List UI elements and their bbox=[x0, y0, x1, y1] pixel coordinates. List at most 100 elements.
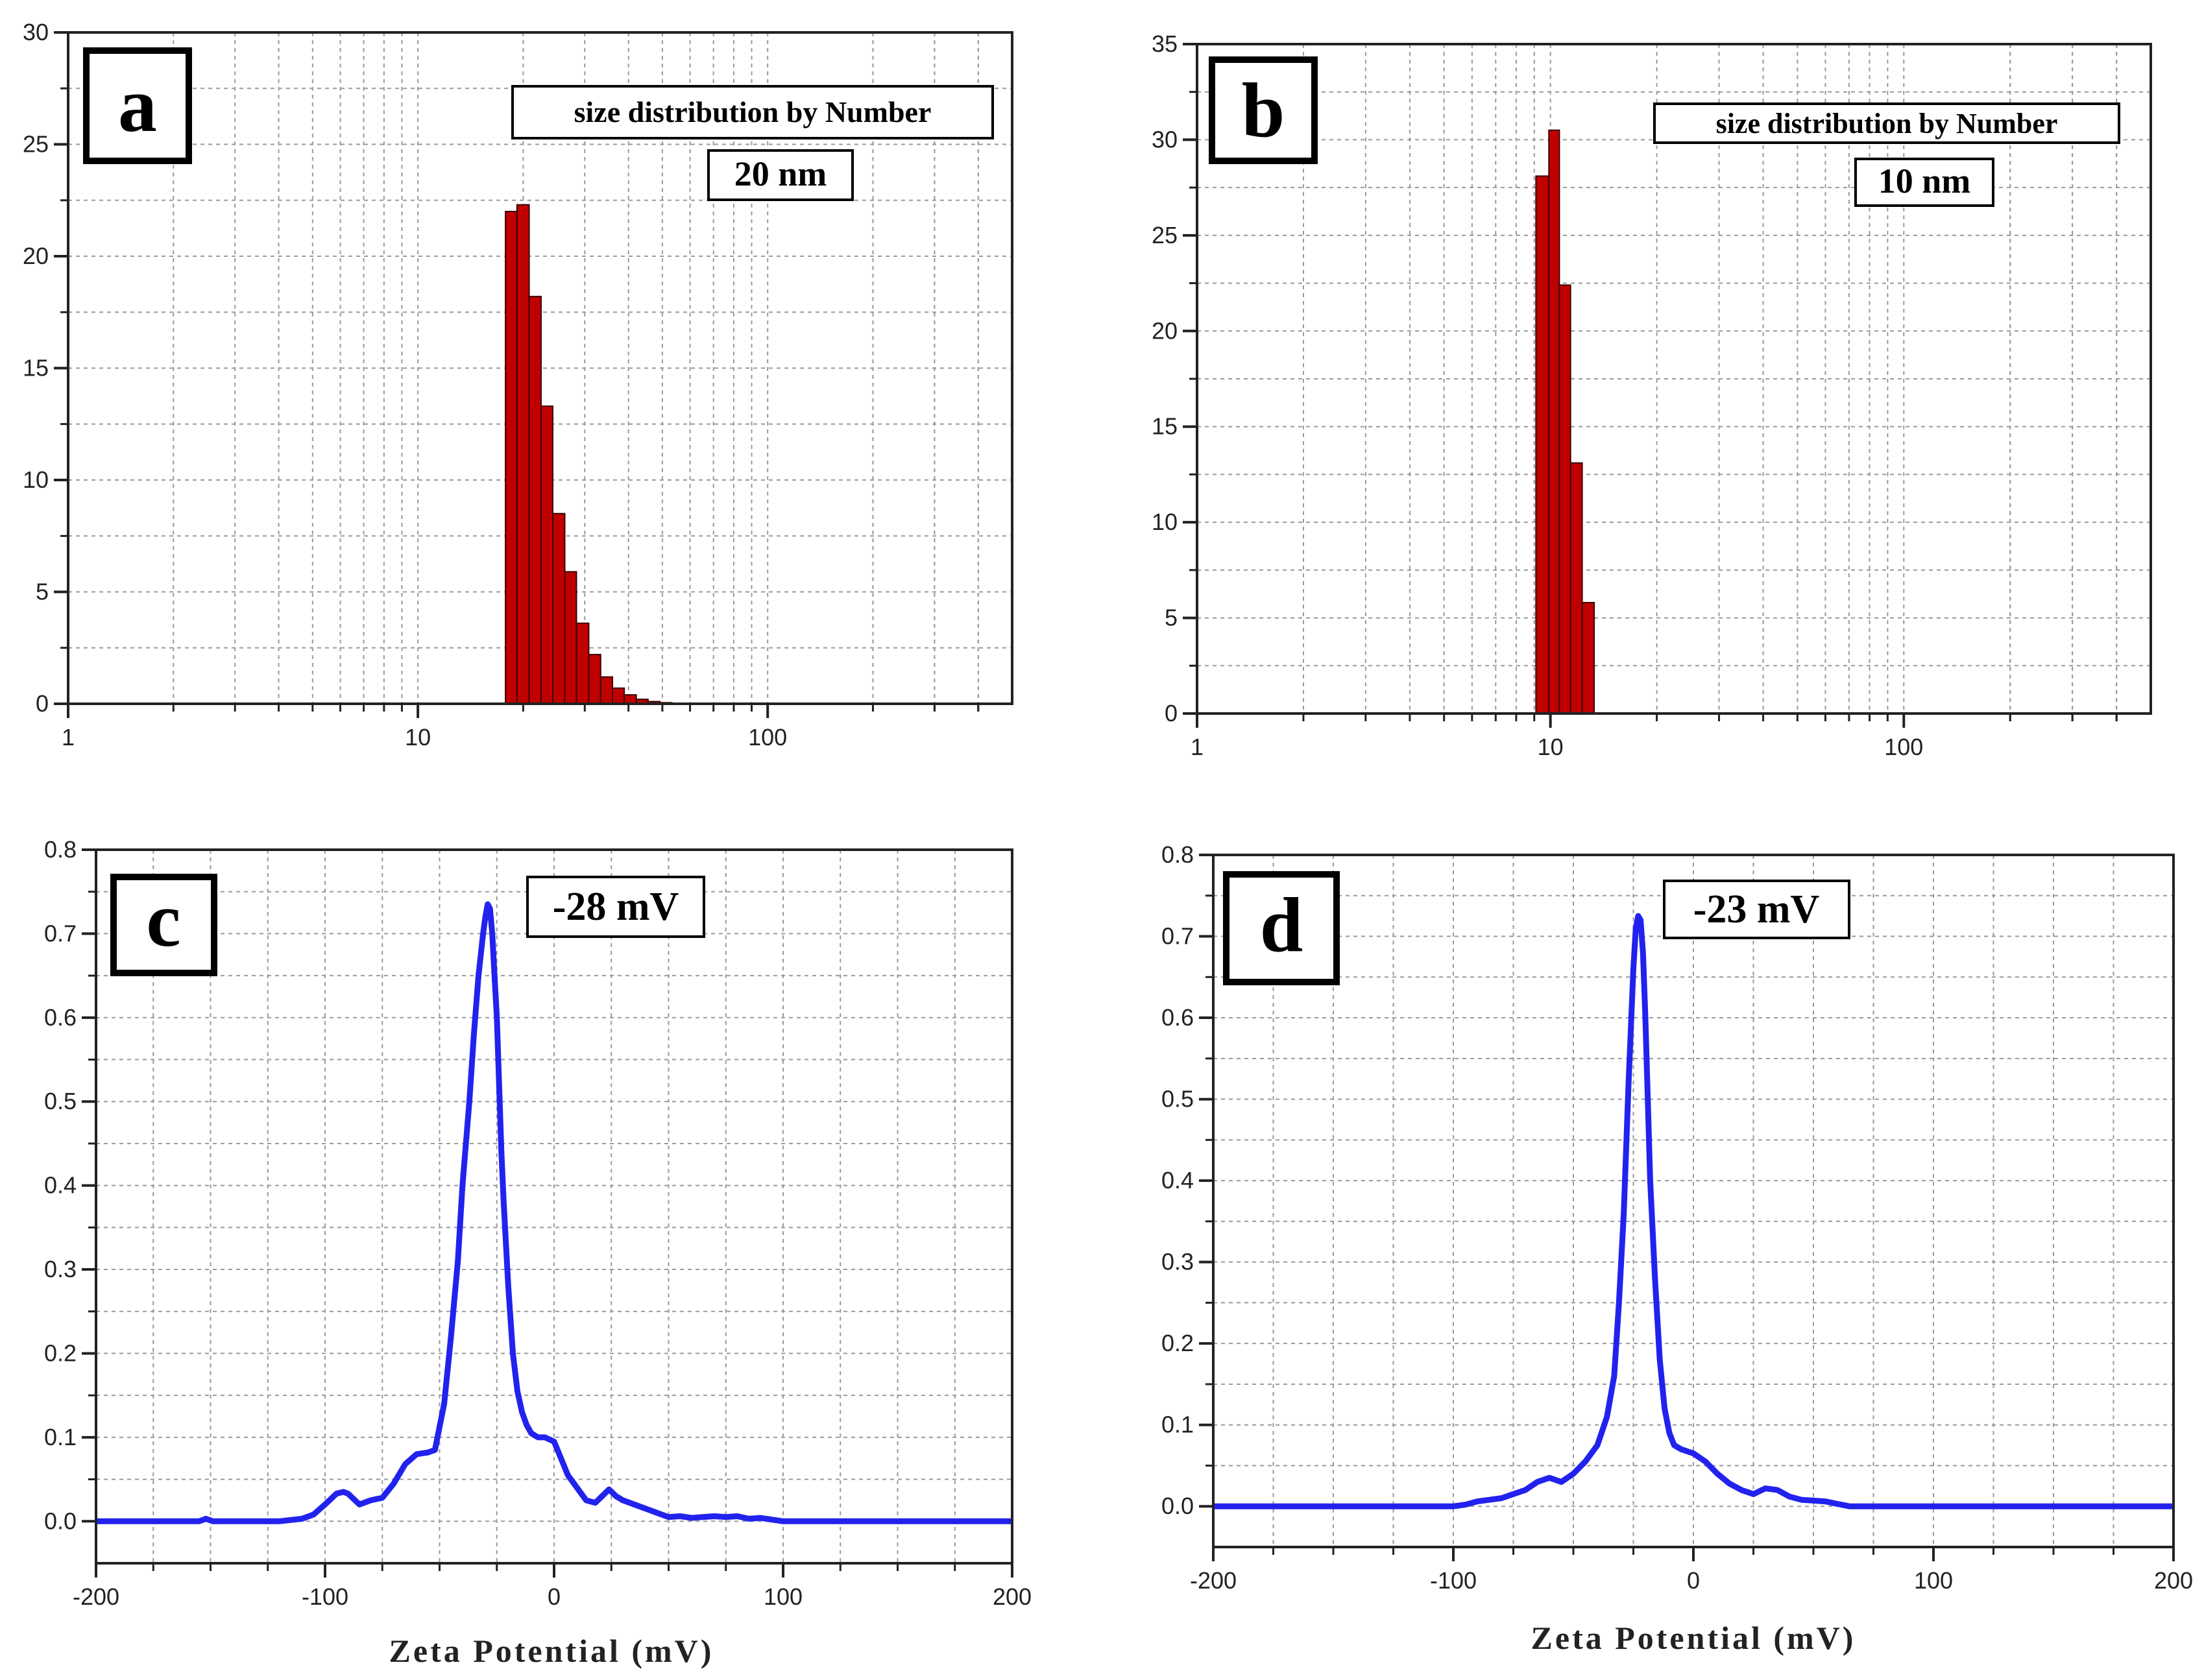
panel-d: -200 -100 0 100 200 0.0 0.1 0.2 0.3 0.4 0.5 0.6 0.7 0… bbox=[1161, 841, 2193, 1656]
panel-a-x-tick-label: 1 bbox=[62, 724, 75, 750]
panel-d-ticks: -200 -100 0 100 200 0.0 0.1 0.2 0.3 0.4 0.5 0.6 0.7 0… bbox=[1161, 841, 2193, 1594]
panel-a: 1 10 100 0 5 10 15 20 25 30 a size distribution b… bbox=[23, 19, 1013, 750]
panel-a-bar bbox=[599, 676, 613, 704]
panel-c-x-tick-label: -200 bbox=[73, 1583, 119, 1610]
panel-d-x-tick-label: 200 bbox=[2154, 1567, 2193, 1594]
panel-a-x-tick-label: 10 bbox=[405, 724, 431, 750]
panel-a-y-tick-label: 15 bbox=[23, 355, 49, 381]
panel-b-y-tick-label: 0 bbox=[1165, 700, 1178, 726]
panel-b-bar bbox=[1548, 129, 1560, 714]
panel-b-bar bbox=[1535, 175, 1550, 714]
panel-a-label: a bbox=[118, 62, 157, 148]
panel-c-y-tick-label: 0.4 bbox=[44, 1172, 77, 1199]
panel-d-y-tick-label: 0.7 bbox=[1161, 923, 1194, 950]
panel-b-y-tick-label: 35 bbox=[1152, 30, 1178, 57]
panel-a-bar bbox=[540, 405, 553, 705]
panel-d-annotation-text-1: -23 mV bbox=[1693, 887, 1820, 931]
panel-c-y-tick-label: 0.5 bbox=[44, 1088, 77, 1114]
panel-b-y-tick-label: 25 bbox=[1152, 222, 1178, 248]
panel-c-ticks: -200 -100 0 100 200 0.0 0.1 0.2 0.3 0.4 0.5 0.6 0.7 0… bbox=[44, 836, 1032, 1610]
panel-a-y-tick-label: 0 bbox=[36, 690, 49, 717]
panel-b-annotation-text-1: size distribution by Number bbox=[1716, 108, 2058, 139]
panel-d-x-tick-label: -100 bbox=[1430, 1567, 1477, 1594]
panel-a-annotation-2: 20 nm bbox=[707, 149, 854, 201]
panel-d-y-tick-label: 0.4 bbox=[1161, 1167, 1194, 1194]
panel-d-y-tick-label: 0.2 bbox=[1161, 1330, 1194, 1356]
panel-a-y-tick-label: 5 bbox=[36, 579, 49, 605]
panel-a-y-tick-label: 30 bbox=[23, 19, 49, 45]
panel-d-x-tick-label: 0 bbox=[1687, 1567, 1700, 1594]
panel-a-bar bbox=[588, 654, 601, 704]
panel-d-x-tick-label: 100 bbox=[1914, 1567, 1953, 1594]
panel-a-bar bbox=[575, 622, 590, 704]
panel-b: 1 10 100 0 5 10 15 20 25 30 35 b size distribution… bbox=[1152, 30, 2152, 760]
panel-a-bar bbox=[505, 211, 518, 704]
panel-d-y-tick-label: 0.6 bbox=[1161, 1004, 1194, 1031]
panel-c-y-tick-label: 0.2 bbox=[44, 1339, 77, 1366]
panel-c-plot-frame bbox=[95, 848, 1013, 1565]
panel-c: -200 -100 0 100 200 0.0 0.1 0.2 0.3 0.4 0.5 0.6 0.7 0… bbox=[44, 836, 1032, 1669]
panel-b-ticks: 1 10 100 0 5 10 15 20 25 30 35 bbox=[1152, 30, 2118, 760]
panel-a-annotation-text-2: 20 nm bbox=[734, 154, 827, 193]
panel-c-y-tick-label: 0.7 bbox=[44, 920, 77, 946]
panel-b-annotation-text-2: 10 nm bbox=[1878, 162, 1971, 200]
panel-a-bar bbox=[528, 296, 542, 705]
panel-b-grid bbox=[1197, 44, 2151, 714]
panel-a-bar bbox=[551, 512, 566, 704]
panel-b-y-tick-label: 30 bbox=[1152, 126, 1178, 152]
panel-d-y-tick-label: 0.5 bbox=[1161, 1086, 1194, 1112]
panel-c-curve bbox=[96, 901, 1012, 1524]
panel-b-label-box: b bbox=[1209, 56, 1318, 164]
panel-b-bar bbox=[1581, 601, 1595, 714]
panel-b-y-tick-label: 15 bbox=[1152, 413, 1178, 440]
panel-a-y-tick-label: 25 bbox=[23, 131, 49, 158]
panel-a-bar bbox=[624, 694, 637, 704]
panel-d-grid bbox=[1213, 855, 2174, 1547]
panel-d-label-box: d bbox=[1223, 871, 1340, 985]
panel-a-label-box: a bbox=[83, 47, 192, 164]
panel-d-label: d bbox=[1260, 882, 1303, 968]
panel-c-x-tick-label: -100 bbox=[302, 1583, 348, 1610]
panel-c-y-tick-label: 0.1 bbox=[44, 1424, 77, 1450]
panel-c-y-tick-label: 0.0 bbox=[44, 1507, 77, 1534]
panel-b-y-tick-label: 20 bbox=[1152, 317, 1178, 344]
panel-b-x-tick-label: 100 bbox=[1884, 734, 1923, 760]
panel-b-x-tick-label: 1 bbox=[1191, 734, 1204, 760]
panel-b-y-tick-label: 10 bbox=[1152, 509, 1178, 535]
panel-b-bar bbox=[1558, 284, 1571, 714]
panel-a-ticks: 1 10 100 0 5 10 15 20 25 30 bbox=[23, 19, 980, 750]
panel-b-bars bbox=[1535, 129, 1595, 714]
panel-d-y-tick-label: 0.1 bbox=[1161, 1411, 1194, 1438]
panel-c-x-tick-label: 0 bbox=[548, 1583, 561, 1610]
panel-a-y-tick-label: 10 bbox=[23, 466, 49, 493]
panel-a-x-tick-label: 100 bbox=[748, 724, 787, 750]
panel-b-label: b bbox=[1242, 67, 1285, 153]
panel-d-y-tick-label: 0.3 bbox=[1161, 1249, 1194, 1275]
panel-c-annotation-text-1: -28 mV bbox=[553, 885, 679, 929]
panel-a-grid bbox=[68, 32, 1012, 704]
panel-c-y-tick-label: 0.6 bbox=[44, 1004, 77, 1031]
panel-a-bar bbox=[564, 571, 577, 705]
panel-c-x-axis-title: Zeta Potential (mV) bbox=[389, 1633, 714, 1669]
panel-d-y-tick-label: 0.8 bbox=[1161, 841, 1194, 868]
panel-d-annotation-1: -23 mV bbox=[1663, 880, 1850, 939]
panel-a-annotation-1: size distribution by Number bbox=[511, 85, 994, 139]
panel-a-bar bbox=[516, 204, 530, 704]
panel-c-grid bbox=[96, 850, 1012, 1563]
panel-d-curve bbox=[1213, 913, 2174, 1509]
panel-b-y-tick-label: 5 bbox=[1165, 605, 1178, 631]
panel-c-annotation-1: -28 mV bbox=[526, 876, 705, 938]
panel-c-label: c bbox=[146, 876, 180, 963]
panel-c-series-line bbox=[96, 901, 1012, 1524]
panel-d-series-line bbox=[1213, 913, 2174, 1509]
panel-c-label-box: c bbox=[110, 874, 217, 976]
panel-b-annotation-1: size distribution by Number bbox=[1653, 102, 2120, 144]
panel-a-y-tick-label: 20 bbox=[23, 243, 49, 269]
panel-c-x-tick-label: 100 bbox=[764, 1583, 803, 1610]
panel-d-x-axis-title: Zeta Potential (mV) bbox=[1531, 1620, 1856, 1656]
panel-a-bar bbox=[611, 687, 625, 704]
panel-a-annotation-text-1: size distribution by Number bbox=[574, 95, 932, 128]
panel-c-y-tick-label: 0.3 bbox=[44, 1256, 77, 1282]
panel-d-x-tick-label: -200 bbox=[1190, 1567, 1237, 1594]
